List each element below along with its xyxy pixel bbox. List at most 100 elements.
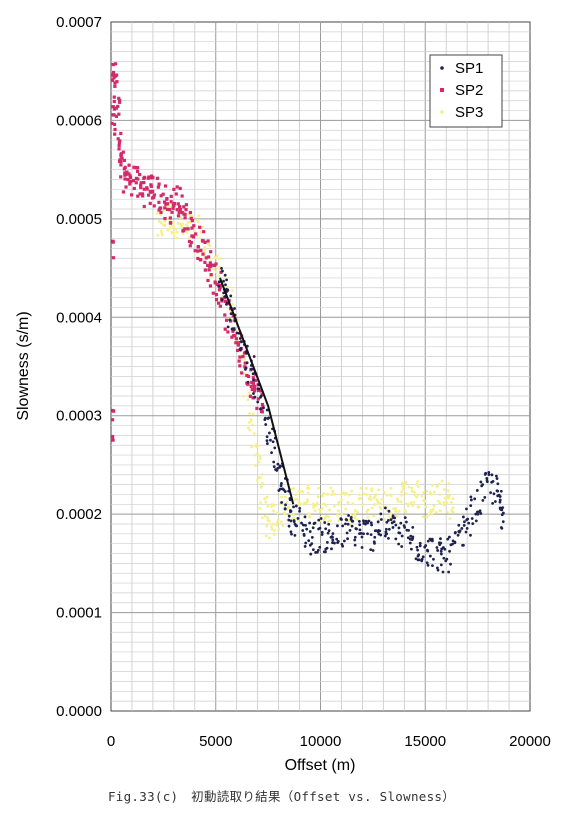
data-point-sp2 bbox=[193, 249, 197, 253]
data-point-sp2 bbox=[111, 256, 115, 260]
data-point-sp2 bbox=[111, 105, 115, 109]
data-point-sp1 bbox=[469, 498, 473, 502]
data-point-sp1 bbox=[308, 530, 312, 533]
data-point-sp2 bbox=[128, 175, 133, 180]
data-point-sp2 bbox=[231, 329, 235, 333]
data-point-sp3 bbox=[440, 479, 444, 483]
data-point-sp1 bbox=[320, 530, 324, 534]
data-point-sp1 bbox=[341, 544, 345, 548]
data-point-sp1 bbox=[272, 465, 276, 469]
data-point-sp3 bbox=[327, 515, 331, 519]
data-point-sp1 bbox=[464, 530, 468, 534]
data-point-sp3 bbox=[267, 519, 271, 523]
data-point-sp3 bbox=[265, 524, 269, 528]
data-point-sp3 bbox=[359, 497, 363, 500]
data-point-sp3 bbox=[329, 486, 333, 490]
data-point-sp2 bbox=[111, 62, 115, 67]
data-point-sp2 bbox=[246, 374, 251, 378]
data-point-sp1 bbox=[403, 526, 407, 529]
data-point-sp2 bbox=[230, 335, 234, 339]
data-point-sp1 bbox=[280, 482, 283, 485]
y-tick-label: 0.0001 bbox=[56, 605, 102, 622]
data-point-sp1 bbox=[469, 495, 473, 499]
data-point-sp2 bbox=[177, 204, 182, 209]
data-point-sp1 bbox=[244, 367, 247, 371]
data-point-sp1 bbox=[298, 507, 302, 510]
data-point-sp2 bbox=[176, 202, 180, 206]
data-point-sp2 bbox=[182, 205, 186, 209]
data-point-sp1 bbox=[484, 471, 488, 475]
data-point-sp3 bbox=[438, 509, 442, 513]
data-point-sp3 bbox=[336, 503, 340, 506]
data-point-sp2 bbox=[145, 186, 149, 190]
data-point-sp1 bbox=[499, 508, 503, 511]
x-axis-title: Offset (m) bbox=[285, 757, 356, 774]
data-point-sp1 bbox=[448, 535, 451, 539]
y-tick-labels: 0.0000 0.0001 0.0002 0.0003 0.0004 0.0005 0.00… bbox=[56, 14, 102, 720]
y-tick-label: 0.0006 bbox=[56, 112, 102, 129]
data-point-sp2 bbox=[198, 225, 202, 229]
data-point-sp1 bbox=[496, 482, 500, 486]
data-point-sp1 bbox=[311, 548, 315, 552]
data-point-sp2 bbox=[252, 384, 257, 389]
data-point-sp1 bbox=[426, 539, 430, 543]
data-point-sp1 bbox=[319, 517, 323, 520]
data-point-sp1 bbox=[439, 563, 443, 567]
data-point-sp1 bbox=[496, 494, 500, 498]
data-point-sp2 bbox=[113, 81, 117, 85]
data-point-sp2 bbox=[169, 200, 173, 204]
data-point-sp1 bbox=[353, 538, 357, 542]
data-point-sp3 bbox=[258, 476, 262, 479]
data-point-sp1 bbox=[298, 509, 301, 513]
data-point-sp2 bbox=[213, 263, 217, 267]
data-point-sp1 bbox=[373, 541, 376, 545]
data-point-sp3 bbox=[451, 497, 455, 500]
data-point-sp3 bbox=[273, 529, 276, 532]
data-point-sp2 bbox=[203, 268, 207, 272]
data-point-sp3 bbox=[243, 357, 247, 361]
data-point-sp1 bbox=[287, 514, 291, 518]
data-point-sp1 bbox=[367, 519, 371, 523]
data-point-sp3 bbox=[394, 509, 398, 512]
data-point-sp3 bbox=[258, 457, 262, 460]
data-point-sp3 bbox=[254, 464, 257, 467]
data-point-sp2 bbox=[165, 207, 170, 212]
data-point-sp1 bbox=[353, 543, 357, 547]
data-point-sp1 bbox=[264, 423, 268, 426]
data-point-sp2 bbox=[152, 195, 156, 199]
data-point-sp1 bbox=[483, 496, 487, 499]
data-point-sp3 bbox=[429, 508, 433, 512]
data-point-sp1 bbox=[331, 538, 335, 542]
data-point-sp1 bbox=[341, 524, 345, 528]
data-point-sp1 bbox=[373, 535, 377, 539]
data-point-sp1 bbox=[347, 514, 350, 517]
data-point-sp1 bbox=[289, 519, 293, 523]
data-point-sp2 bbox=[151, 189, 155, 194]
data-point-sp3 bbox=[321, 507, 324, 510]
data-point-sp2 bbox=[234, 337, 238, 341]
data-point-sp1 bbox=[366, 532, 369, 536]
data-point-sp2 bbox=[111, 73, 115, 77]
data-point-sp2 bbox=[117, 96, 121, 100]
data-point-sp1 bbox=[311, 526, 315, 530]
data-point-sp1 bbox=[485, 476, 489, 480]
data-point-sp1 bbox=[439, 552, 443, 556]
data-point-sp3 bbox=[275, 523, 279, 526]
data-point-sp3 bbox=[169, 205, 172, 209]
data-point-sp3 bbox=[368, 495, 372, 498]
data-point-sp3 bbox=[437, 499, 440, 503]
data-point-sp1 bbox=[344, 522, 347, 526]
data-point-sp2 bbox=[190, 218, 194, 223]
data-point-sp1 bbox=[360, 535, 364, 539]
x-tick-label: 15000 bbox=[404, 733, 446, 750]
data-point-sp1 bbox=[221, 269, 224, 273]
data-point-sp3 bbox=[328, 519, 332, 523]
data-point-sp1 bbox=[256, 400, 260, 404]
data-point-sp1 bbox=[467, 521, 471, 525]
data-point-sp3 bbox=[400, 493, 404, 497]
data-point-sp1 bbox=[384, 532, 388, 536]
data-point-sp3 bbox=[175, 230, 179, 234]
data-point-sp3 bbox=[410, 486, 414, 490]
data-point-sp2 bbox=[157, 200, 161, 204]
data-point-sp2 bbox=[223, 299, 228, 303]
